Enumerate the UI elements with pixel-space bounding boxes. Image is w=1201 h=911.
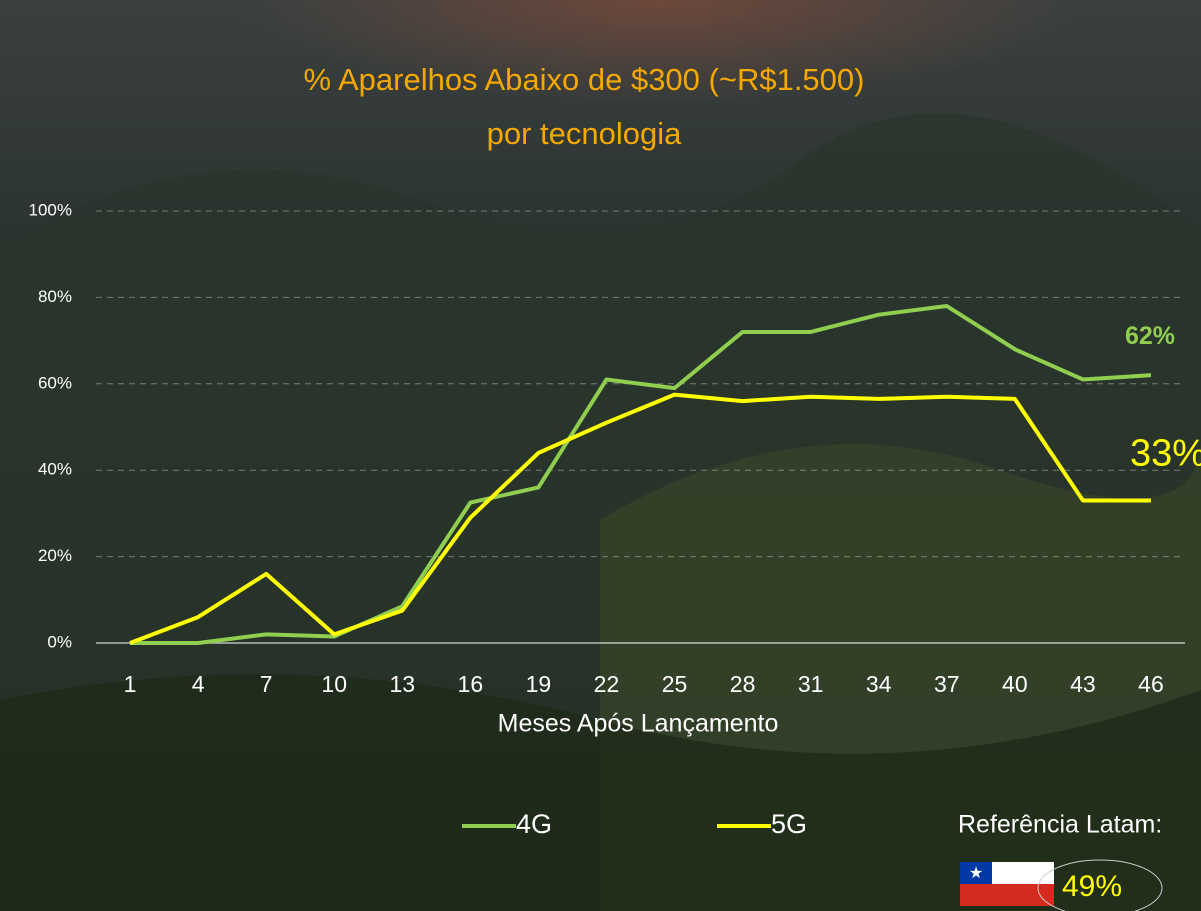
y-tick-label: 20%	[38, 546, 72, 565]
x-tick-label: 22	[594, 671, 620, 697]
chart-title: % Aparelhos Abaixo de $300 (~R$1.500)	[304, 62, 865, 97]
y-tick-label: 40%	[38, 460, 72, 479]
y-tick-label: 100%	[29, 200, 72, 219]
x-tick-label: 25	[662, 671, 688, 697]
series-line	[130, 304, 1152, 645]
x-tick-label: 43	[1070, 671, 1096, 697]
x-tick-label: 19	[526, 671, 552, 697]
x-tick-label: 4	[192, 671, 205, 697]
x-tick-label: 40	[1002, 671, 1028, 697]
series-line	[129, 392, 1151, 645]
x-tick-label: 10	[321, 671, 347, 697]
y-tick-label: 80%	[38, 287, 72, 306]
hill	[0, 674, 1201, 911]
chile-flag: ★	[960, 862, 1054, 906]
annotation-value: 49%	[1062, 870, 1122, 903]
chart-subtitle: por tecnologia	[487, 116, 683, 151]
y-tick-label: 0%	[47, 632, 72, 651]
data-label: 62%	[1125, 322, 1175, 350]
x-tick-label: 1	[124, 671, 137, 697]
x-tick-label: 7	[260, 671, 273, 697]
x-tick-label: 31	[798, 671, 824, 697]
x-tick-label: 28	[730, 671, 756, 697]
x-tick-label: 34	[866, 671, 892, 697]
x-tick-label: 16	[458, 671, 484, 697]
x-tick-label: 46	[1138, 671, 1164, 697]
annotation-circle	[1037, 859, 1163, 911]
x-axis-label: Meses Após Lançamento	[498, 710, 779, 738]
y-tick-label: 60%	[38, 373, 72, 392]
svg-text:★: ★	[969, 865, 983, 882]
x-tick-label: 37	[934, 671, 960, 697]
legend-label: 4G	[516, 809, 552, 839]
annotation-text: Referência Latam:	[958, 811, 1162, 839]
data-label: 33%	[1130, 432, 1201, 474]
legend-label: 5G	[771, 809, 807, 839]
x-tick-label: 13	[389, 671, 415, 697]
